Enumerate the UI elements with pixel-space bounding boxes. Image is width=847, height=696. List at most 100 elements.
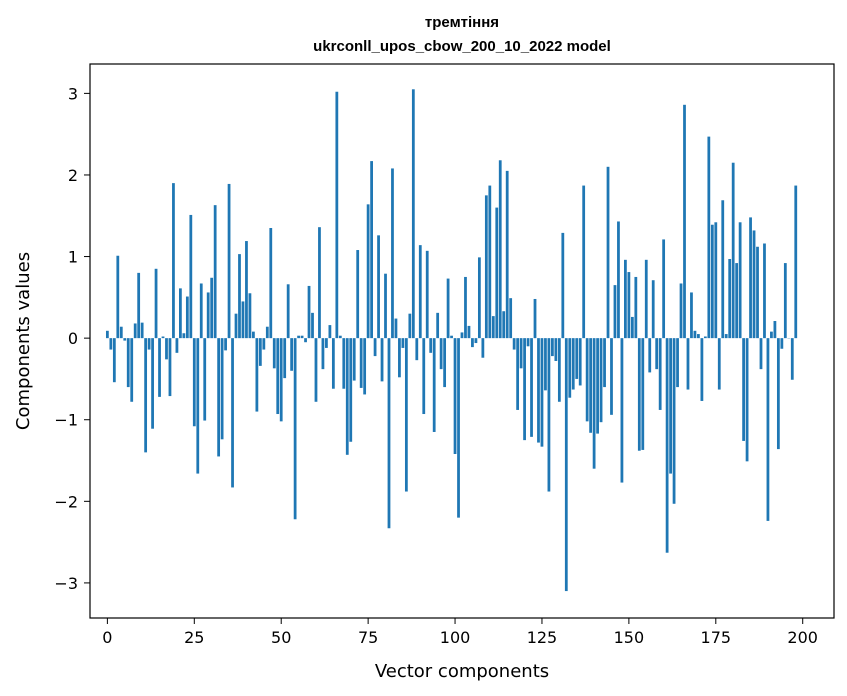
x-tick-label: 125 [527,628,558,647]
bar [220,338,224,440]
bar [700,338,704,401]
bar [665,338,669,553]
bar [662,239,666,339]
bar [745,338,749,462]
bar [606,166,610,339]
bar [481,338,485,358]
bar [498,160,502,339]
bar [467,325,471,339]
bar [192,338,196,427]
bar [151,338,154,429]
bar [620,338,624,483]
bar [210,277,214,339]
bar [411,89,415,339]
bar [613,285,617,339]
bar [307,285,311,339]
chart-title: тремтіння [425,14,499,31]
y-tick-label: −2 [54,492,78,511]
bar [554,338,558,361]
bar [512,338,516,350]
bar [731,162,735,339]
bar [763,243,766,339]
bar [436,312,440,339]
bar [144,338,148,453]
bar [530,338,533,437]
bar [185,296,189,339]
bar [477,257,481,339]
bar [217,338,221,457]
bar [738,222,742,339]
bar [592,338,596,469]
bar [728,259,732,339]
bar [352,338,356,381]
bar [495,207,499,339]
bar [231,338,234,488]
bar [318,227,321,339]
bar [596,338,599,434]
y-axis-ticks: −3 −2 −1 0 1 2 3 [54,84,90,593]
bar [484,195,488,339]
bar [557,338,561,402]
bar [721,200,725,339]
bar [338,335,342,339]
bar [776,338,780,450]
bar [568,338,572,398]
bar [519,338,523,369]
bar [387,338,391,529]
bar [710,224,714,339]
bar [453,338,457,454]
bar [582,185,586,339]
bar [370,161,373,339]
bar [126,338,130,388]
bar [655,338,659,370]
bar [384,273,387,339]
bar [669,338,672,474]
bar [693,330,697,339]
x-tick-label: 200 [787,628,818,647]
bar [648,338,652,373]
bar [651,280,655,339]
bar [269,228,273,339]
bar [116,255,120,339]
bar [276,338,280,415]
bar [491,316,495,339]
bar [283,338,287,379]
bar [415,338,419,361]
bar [756,246,759,339]
bar [133,323,137,339]
bar [241,301,245,339]
bar [780,338,784,349]
bar [123,338,127,341]
bar [474,338,478,344]
bar [154,268,158,339]
bar [790,338,794,380]
bar [252,331,255,339]
bar [182,333,186,339]
bar [203,338,207,421]
bar [571,338,575,390]
bar [119,326,123,339]
bar [561,232,565,339]
bar [147,338,151,350]
bar [345,338,349,455]
bar [290,338,294,371]
bar [404,338,408,492]
bar [759,338,763,370]
bar [331,338,335,389]
bar [450,335,453,339]
bar [526,338,530,347]
bar [234,313,238,339]
bar [603,338,606,388]
bar [794,185,798,339]
bar [380,338,384,382]
bar [105,330,109,339]
bar [540,338,544,447]
y-tick-label: −3 [54,574,78,593]
bar [672,338,676,504]
bar [717,338,721,390]
bar [227,183,231,339]
bar [432,338,436,432]
y-tick-label: 2 [68,166,78,185]
bar [158,338,161,397]
bar [165,338,168,360]
